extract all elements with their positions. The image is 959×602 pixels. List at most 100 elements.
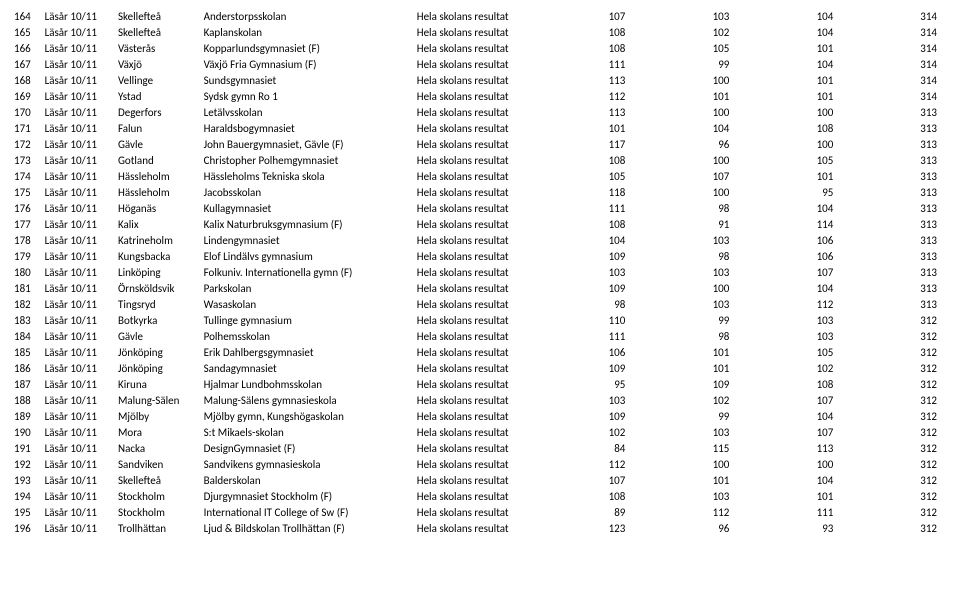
cell-result: Hela skolans resultat xyxy=(415,104,552,120)
cell-school: Haraldsbogymnasiet xyxy=(202,120,415,136)
cell-v1: 95 xyxy=(551,376,655,392)
cell-rank: 183 xyxy=(12,312,43,328)
cell-v4: 313 xyxy=(863,152,947,168)
cell-v3: 104 xyxy=(759,280,863,296)
table-row: 164Läsår 10/11SkellefteåAnderstorpsskola… xyxy=(12,8,947,24)
cell-city: Stockholm xyxy=(116,504,202,520)
cell-v2: 101 xyxy=(655,360,759,376)
cell-school: Elof Lindälvs gymnasium xyxy=(202,248,415,264)
cell-rank: 181 xyxy=(12,280,43,296)
cell-year: Läsår 10/11 xyxy=(43,264,116,280)
cell-v3: 104 xyxy=(759,24,863,40)
cell-v1: 111 xyxy=(551,328,655,344)
cell-result: Hela skolans resultat xyxy=(415,376,552,392)
cell-v2: 103 xyxy=(655,488,759,504)
cell-city: Falun xyxy=(116,120,202,136)
cell-city: Skellefteå xyxy=(116,24,202,40)
cell-city: Ystad xyxy=(116,88,202,104)
cell-v1: 117 xyxy=(551,136,655,152)
cell-v2: 91 xyxy=(655,216,759,232)
table-row: 190Läsår 10/11MoraS:t Mikaels-skolanHela… xyxy=(12,424,947,440)
cell-result: Hela skolans resultat xyxy=(415,24,552,40)
cell-rank: 188 xyxy=(12,392,43,408)
cell-v1: 109 xyxy=(551,408,655,424)
cell-v4: 312 xyxy=(863,360,947,376)
table-row: 172Läsår 10/11GävleJohn Bauergymnasiet, … xyxy=(12,136,947,152)
cell-v2: 101 xyxy=(655,344,759,360)
cell-city: Gävle xyxy=(116,328,202,344)
cell-rank: 189 xyxy=(12,408,43,424)
cell-city: Linköping xyxy=(116,264,202,280)
cell-v1: 109 xyxy=(551,280,655,296)
table-row: 165Läsår 10/11SkellefteåKaplanskolanHela… xyxy=(12,24,947,40)
cell-rank: 184 xyxy=(12,328,43,344)
cell-v3: 100 xyxy=(759,104,863,120)
cell-v2: 99 xyxy=(655,312,759,328)
cell-city: Skellefteå xyxy=(116,8,202,24)
cell-school: Anderstorpsskolan xyxy=(202,8,415,24)
cell-v2: 96 xyxy=(655,136,759,152)
table-row: 167Läsår 10/11VäxjöVäxjö Fria Gymnasium … xyxy=(12,56,947,72)
cell-v1: 123 xyxy=(551,520,655,536)
cell-city: Trollhättan xyxy=(116,520,202,536)
table-row: 168Läsår 10/11VellingeSundsgymnasietHela… xyxy=(12,72,947,88)
cell-city: Kungsbacka xyxy=(116,248,202,264)
cell-v3: 111 xyxy=(759,504,863,520)
cell-v3: 108 xyxy=(759,120,863,136)
cell-year: Läsår 10/11 xyxy=(43,104,116,120)
cell-year: Läsår 10/11 xyxy=(43,456,116,472)
cell-result: Hela skolans resultat xyxy=(415,520,552,536)
cell-v4: 312 xyxy=(863,472,947,488)
table-row: 171Läsår 10/11FalunHaraldsbogymnasietHel… xyxy=(12,120,947,136)
cell-city: Växjö xyxy=(116,56,202,72)
cell-v4: 313 xyxy=(863,184,947,200)
cell-rank: 185 xyxy=(12,344,43,360)
cell-v3: 101 xyxy=(759,488,863,504)
cell-year: Läsår 10/11 xyxy=(43,296,116,312)
table-row: 179Läsår 10/11KungsbackaElof Lindälvs gy… xyxy=(12,248,947,264)
cell-result: Hela skolans resultat xyxy=(415,168,552,184)
cell-result: Hela skolans resultat xyxy=(415,280,552,296)
cell-city: Mjölby xyxy=(116,408,202,424)
cell-city: Sandviken xyxy=(116,456,202,472)
cell-result: Hela skolans resultat xyxy=(415,136,552,152)
table-row: 174Läsår 10/11HässleholmHässleholms Tekn… xyxy=(12,168,947,184)
cell-year: Läsår 10/11 xyxy=(43,56,116,72)
cell-rank: 180 xyxy=(12,264,43,280)
cell-year: Läsår 10/11 xyxy=(43,472,116,488)
cell-city: Stockholm xyxy=(116,488,202,504)
cell-v1: 105 xyxy=(551,168,655,184)
cell-v3: 114 xyxy=(759,216,863,232)
cell-city: Katrineholm xyxy=(116,232,202,248)
cell-school: Lindengymnasiet xyxy=(202,232,415,248)
cell-school: Tullinge gymnasium xyxy=(202,312,415,328)
cell-year: Läsår 10/11 xyxy=(43,520,116,536)
cell-rank: 169 xyxy=(12,88,43,104)
table-row: 181Läsår 10/11ÖrnsköldsvikParkskolanHela… xyxy=(12,280,947,296)
cell-v4: 314 xyxy=(863,8,947,24)
cell-year: Läsår 10/11 xyxy=(43,24,116,40)
cell-v2: 109 xyxy=(655,376,759,392)
table-row: 186Läsår 10/11JönköpingSandagymnasietHel… xyxy=(12,360,947,376)
cell-school: Wasaskolan xyxy=(202,296,415,312)
cell-v4: 312 xyxy=(863,392,947,408)
cell-year: Läsår 10/11 xyxy=(43,328,116,344)
cell-v2: 101 xyxy=(655,472,759,488)
cell-v2: 99 xyxy=(655,408,759,424)
table-row: 185Läsår 10/11JönköpingErik Dahlbergsgym… xyxy=(12,344,947,360)
cell-v2: 96 xyxy=(655,520,759,536)
cell-rank: 167 xyxy=(12,56,43,72)
table-row: 191Läsår 10/11NackaDesignGymnasiet (F)He… xyxy=(12,440,947,456)
cell-v2: 101 xyxy=(655,88,759,104)
cell-rank: 196 xyxy=(12,520,43,536)
cell-rank: 164 xyxy=(12,8,43,24)
cell-v4: 312 xyxy=(863,456,947,472)
cell-v2: 100 xyxy=(655,184,759,200)
cell-result: Hela skolans resultat xyxy=(415,504,552,520)
cell-rank: 194 xyxy=(12,488,43,504)
cell-city: Mora xyxy=(116,424,202,440)
cell-year: Läsår 10/11 xyxy=(43,344,116,360)
cell-v2: 103 xyxy=(655,232,759,248)
cell-result: Hela skolans resultat xyxy=(415,152,552,168)
table-row: 187Läsår 10/11KirunaHjalmar Lundbohmssko… xyxy=(12,376,947,392)
